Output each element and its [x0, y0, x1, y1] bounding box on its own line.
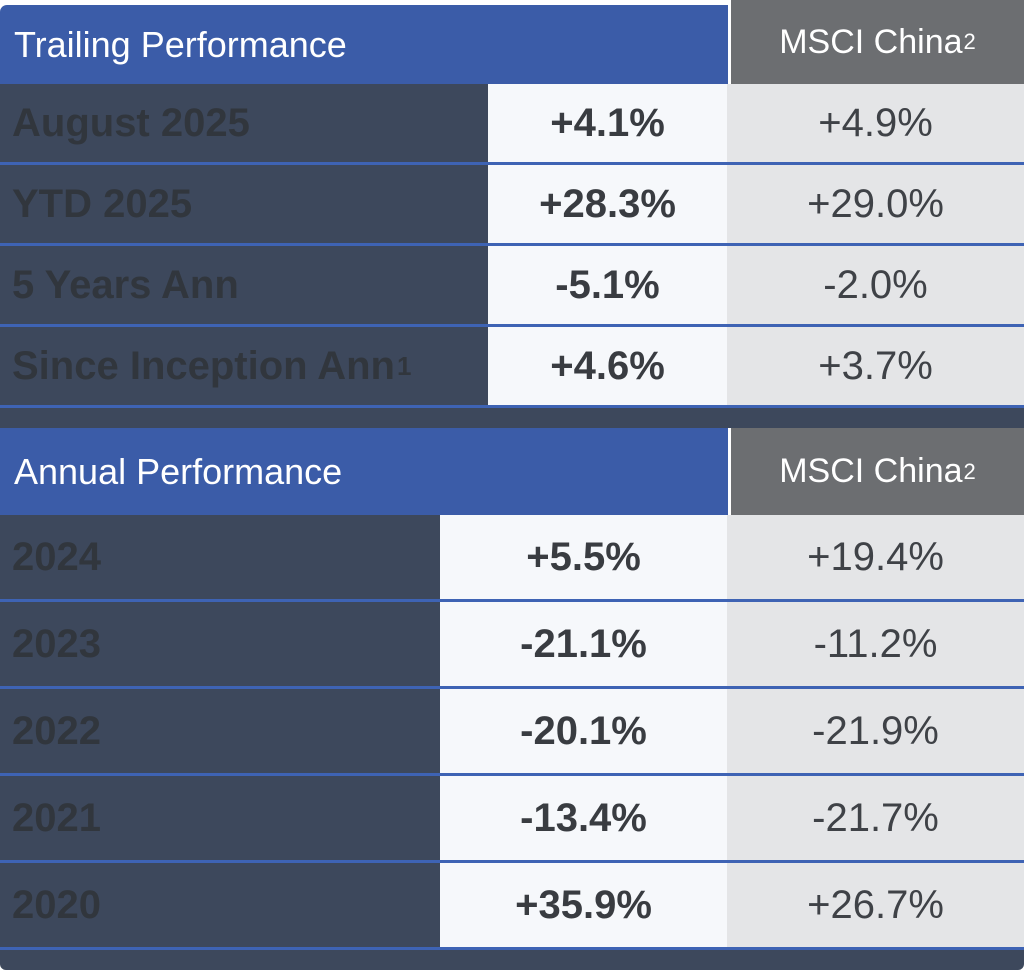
- benchmark-return-value: +26.7%: [727, 863, 1024, 947]
- annual-performance-header: Annual Performance MSCI China 2: [0, 428, 1024, 515]
- row-label: 5 Years Ann: [0, 246, 488, 324]
- benchmark-column-header: MSCI China 2: [731, 0, 1024, 84]
- table-row: 2023 -21.1% -11.2%: [0, 602, 1024, 689]
- row-label-text: Since Inception Ann: [12, 343, 395, 388]
- benchmark-return-value: +19.4%: [727, 515, 1024, 599]
- trailing-performance-table: Trailing Performance MSCI China 2 August …: [0, 0, 1024, 428]
- row-label-text: YTD 2025: [12, 181, 193, 226]
- trailing-performance-rows: August 2025 +4.1% +4.9% YTD 2025 +28.3% …: [0, 84, 1024, 408]
- table-row: Since Inception Ann 1 +4.6% +3.7%: [0, 327, 1024, 408]
- row-label-text: 2021: [12, 795, 101, 840]
- row-label-text: 2024: [12, 534, 101, 579]
- row-label-text: 2022: [12, 708, 101, 753]
- fund-return-value: +5.5%: [440, 515, 727, 599]
- table-row: 2020 +35.9% +26.7%: [0, 863, 1024, 950]
- row-label: August 2025: [0, 84, 488, 162]
- benchmark-name: MSCI China: [779, 22, 963, 61]
- row-label: YTD 2025: [0, 165, 488, 243]
- fund-return-value: +28.3%: [488, 165, 727, 243]
- benchmark-return-value: +3.7%: [727, 327, 1024, 405]
- benchmark-return-value: -21.7%: [727, 776, 1024, 860]
- fund-return-value: -20.1%: [440, 689, 727, 773]
- table-title: Annual Performance: [0, 428, 728, 515]
- row-label: 2022: [0, 689, 440, 773]
- row-label: 2024: [0, 515, 440, 599]
- annual-performance-table: Annual Performance MSCI China 2 2024 +5.5…: [0, 428, 1024, 970]
- row-label-text: 2023: [12, 621, 101, 666]
- benchmark-return-value: +4.9%: [727, 84, 1024, 162]
- fund-return-value: +4.6%: [488, 327, 727, 405]
- benchmark-return-value: -2.0%: [727, 246, 1024, 324]
- table-row: 2021 -13.4% -21.7%: [0, 776, 1024, 863]
- table-row: August 2025 +4.1% +4.9%: [0, 84, 1024, 165]
- table-footer-strip: [0, 408, 1024, 428]
- row-label: 2023: [0, 602, 440, 686]
- trailing-performance-header: Trailing Performance MSCI China 2: [0, 0, 1024, 84]
- fund-return-value: -5.1%: [488, 246, 727, 324]
- annual-performance-rows: 2024 +5.5% +19.4% 2023 -21.1% -11.2% 202…: [0, 515, 1024, 950]
- benchmark-return-value: +29.0%: [727, 165, 1024, 243]
- fund-return-value: -21.1%: [440, 602, 727, 686]
- row-label: Since Inception Ann 1: [0, 327, 488, 405]
- table-row: 5 Years Ann -5.1% -2.0%: [0, 246, 1024, 327]
- fund-return-value: +4.1%: [488, 84, 727, 162]
- table-title: Trailing Performance: [0, 5, 728, 84]
- benchmark-return-value: -11.2%: [727, 602, 1024, 686]
- row-label: 2021: [0, 776, 440, 860]
- benchmark-name: MSCI China: [779, 452, 963, 490]
- row-label: 2020: [0, 863, 440, 947]
- table-row: YTD 2025 +28.3% +29.0%: [0, 165, 1024, 246]
- row-label-text: August 2025: [12, 100, 250, 145]
- row-label-text: 2020: [12, 882, 101, 927]
- table-row: 2022 -20.1% -21.9%: [0, 689, 1024, 776]
- fund-return-value: +35.9%: [440, 863, 727, 947]
- table-footer-strip: [0, 950, 1024, 970]
- benchmark-column-header: MSCI China 2: [731, 428, 1024, 515]
- fund-return-value: -13.4%: [440, 776, 727, 860]
- row-label-text: 5 Years Ann: [12, 262, 239, 307]
- benchmark-return-value: -21.9%: [727, 689, 1024, 773]
- table-row: 2024 +5.5% +19.4%: [0, 515, 1024, 602]
